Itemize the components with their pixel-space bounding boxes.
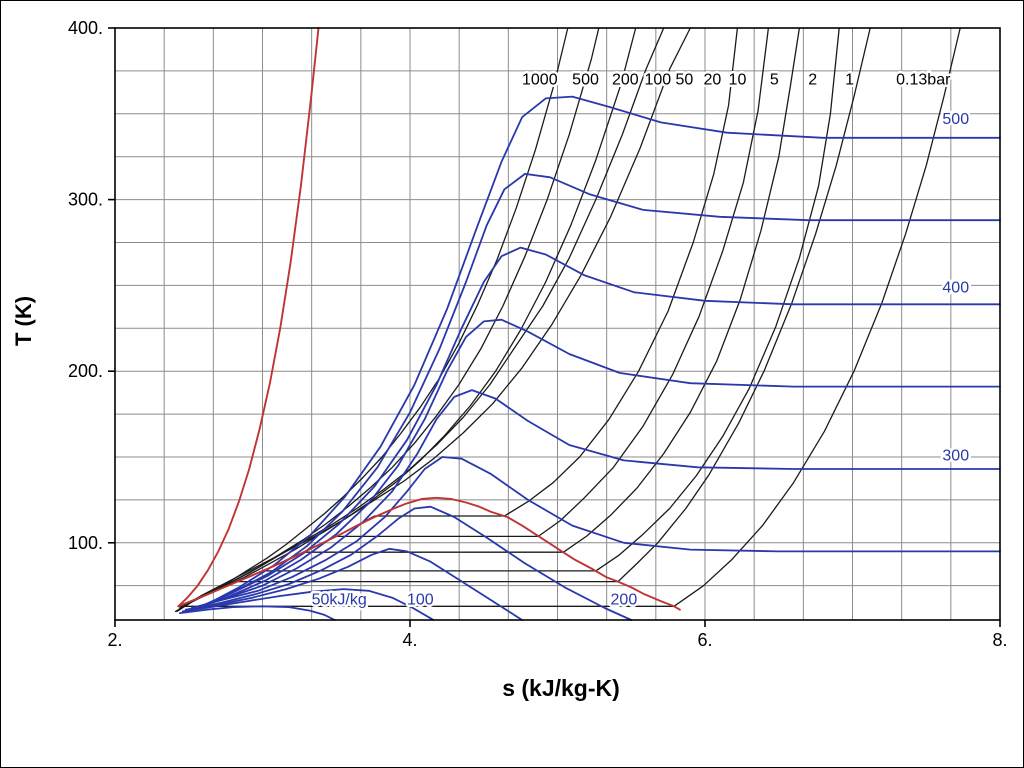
isenthalp-curve	[190, 456, 1001, 609]
isenthalp-curve	[179, 605, 336, 621]
x-axis-title: s (kJ/kg-K)	[502, 675, 620, 701]
isobar-curve	[177, 27, 961, 607]
isenthalp-label: 500	[942, 111, 969, 128]
isobar-label: 20	[703, 72, 721, 89]
isenthalp-curve	[193, 389, 1001, 609]
isenthalp-curve	[202, 173, 1001, 608]
isobar-curve	[179, 27, 691, 609]
isobar-label: 500	[572, 72, 599, 89]
isobar-label: 1	[845, 72, 854, 89]
isobar-curve	[177, 27, 770, 607]
isobar-curve	[179, 27, 665, 609]
isenthalp-label: 300	[942, 447, 969, 464]
isenthalp-curve	[184, 547, 523, 621]
x-tick-label: 6.	[697, 630, 712, 650]
isenthalp-curve	[187, 505, 633, 621]
isobar-label: 2	[808, 72, 817, 89]
x-tick-label: 8.	[992, 630, 1007, 650]
x-tick-label: 2.	[107, 630, 122, 650]
isenthalp-label: 400	[942, 279, 969, 296]
isobar-label: 1000	[522, 72, 558, 89]
y-axis-title: T (K)	[11, 296, 36, 346]
isobar-label: 200	[612, 72, 639, 89]
isobar-curve	[177, 27, 801, 607]
isenthalp-label: 200	[611, 592, 638, 609]
isenthalp-curve	[205, 95, 1001, 606]
isobar-curve	[174, 27, 569, 613]
isenthalp-curve	[181, 588, 435, 621]
y-tick-label: 400.	[68, 18, 103, 38]
isobar-curve	[177, 27, 871, 607]
isenthalp-curve	[196, 318, 1001, 609]
isobar-curve	[176, 27, 600, 613]
isobar-label: 50	[675, 72, 693, 89]
y-tick-label: 100.	[68, 533, 103, 553]
isenthalp-label: 50kJ/kg	[312, 592, 367, 609]
isobar-label: 5	[770, 72, 779, 89]
isobar-curve	[177, 27, 637, 611]
isenthalp-label: 100	[407, 592, 434, 609]
x-tick-label: 4.	[402, 630, 417, 650]
isobar-label: 0.13bar	[896, 72, 951, 89]
y-tick-label: 300.	[68, 190, 103, 210]
y-tick-label: 200.	[68, 361, 103, 381]
isobar-label: 100	[644, 72, 671, 89]
melting-line-curve	[177, 27, 320, 608]
plot-border	[114, 27, 1001, 621]
saturation-dome-curve	[177, 496, 681, 611]
isenthalp-curve	[199, 246, 1001, 608]
isobar-label: 10	[729, 72, 747, 89]
